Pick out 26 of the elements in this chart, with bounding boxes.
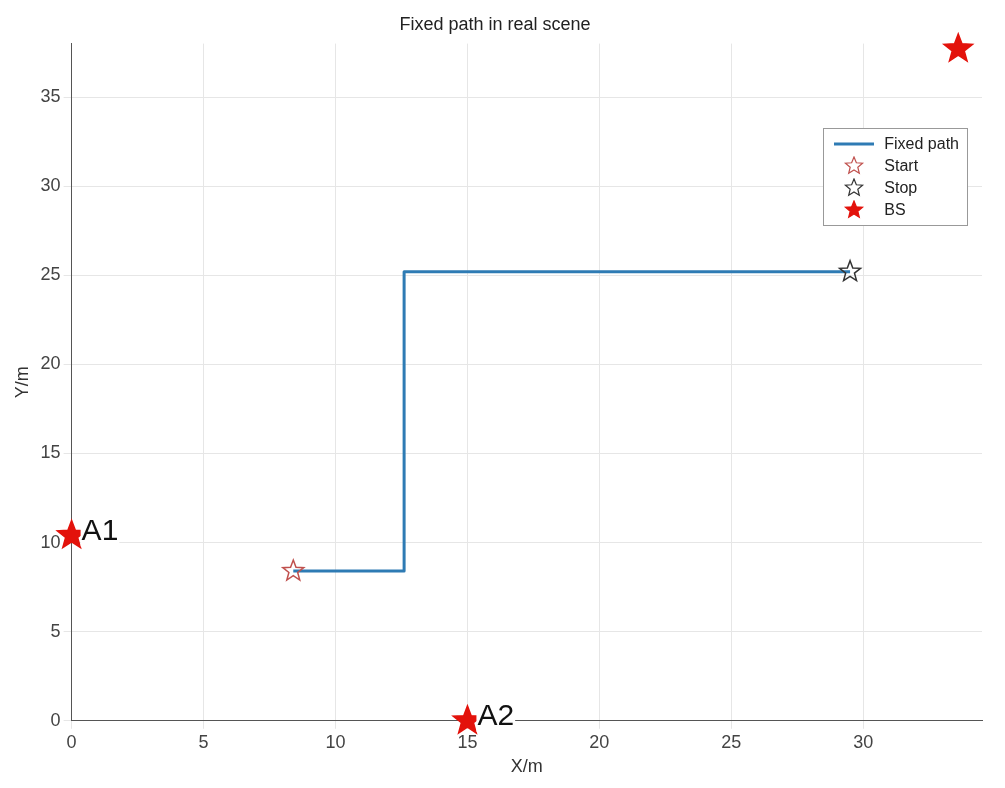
x-tick-label: 15 xyxy=(457,731,478,752)
y-tick-label: 20 xyxy=(40,353,61,374)
x-tick-label: 25 xyxy=(721,731,742,752)
x-tick-label: 0 xyxy=(66,731,77,752)
legend-label: BS xyxy=(884,201,906,219)
x-tick-label: 20 xyxy=(589,731,610,752)
x-axis-title: X/m xyxy=(510,756,543,777)
point xyxy=(838,259,862,282)
y-tick-label: 0 xyxy=(50,709,61,730)
y-tick-label: 5 xyxy=(50,620,61,641)
y-tick-label: 35 xyxy=(40,86,61,107)
x-tick-label: 5 xyxy=(198,731,209,752)
y-tick-label: 25 xyxy=(40,264,61,285)
y-axis-title: Y/m xyxy=(11,366,32,399)
legend-label: Stop xyxy=(884,179,918,197)
y-tick-label: 30 xyxy=(40,175,61,196)
y-tick-label: 15 xyxy=(40,442,61,463)
y-tick-label: 10 xyxy=(40,531,61,552)
x-tick-label: 10 xyxy=(325,731,346,752)
legend-label: Fixed path xyxy=(884,135,959,153)
legend-label: Start xyxy=(884,157,919,175)
annotation: A1 xyxy=(81,512,119,546)
x-tick-label: 30 xyxy=(853,731,874,752)
point xyxy=(282,559,305,581)
annotation: A2 xyxy=(477,698,515,732)
chart-title: Fixed path in real scene xyxy=(399,13,591,34)
